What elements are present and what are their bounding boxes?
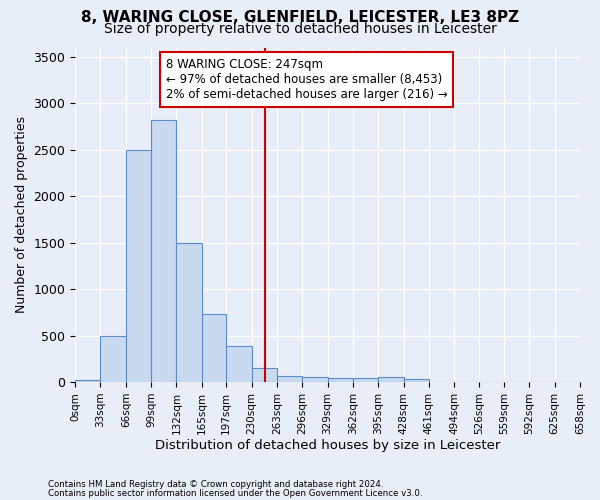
Bar xyxy=(277,376,302,382)
Bar xyxy=(75,380,100,382)
Bar xyxy=(151,120,176,382)
Text: Size of property relative to detached houses in Leicester: Size of property relative to detached ho… xyxy=(104,22,496,36)
Bar xyxy=(100,336,126,382)
Bar xyxy=(328,378,353,382)
X-axis label: Distribution of detached houses by size in Leicester: Distribution of detached houses by size … xyxy=(155,440,500,452)
Bar xyxy=(202,314,226,382)
Bar xyxy=(226,346,251,382)
Text: Contains public sector information licensed under the Open Government Licence v3: Contains public sector information licen… xyxy=(48,488,422,498)
Bar xyxy=(251,368,277,382)
Bar xyxy=(176,242,202,382)
Text: Contains HM Land Registry data © Crown copyright and database right 2024.: Contains HM Land Registry data © Crown c… xyxy=(48,480,383,489)
Bar xyxy=(378,378,404,382)
Bar xyxy=(404,380,429,382)
Text: 8 WARING CLOSE: 247sqm
← 97% of detached houses are smaller (8,453)
2% of semi-d: 8 WARING CLOSE: 247sqm ← 97% of detached… xyxy=(166,58,448,100)
Bar xyxy=(126,150,151,382)
Y-axis label: Number of detached properties: Number of detached properties xyxy=(15,116,28,314)
Bar xyxy=(302,377,328,382)
Bar xyxy=(353,378,378,382)
Text: 8, WARING CLOSE, GLENFIELD, LEICESTER, LE3 8PZ: 8, WARING CLOSE, GLENFIELD, LEICESTER, L… xyxy=(81,10,519,25)
